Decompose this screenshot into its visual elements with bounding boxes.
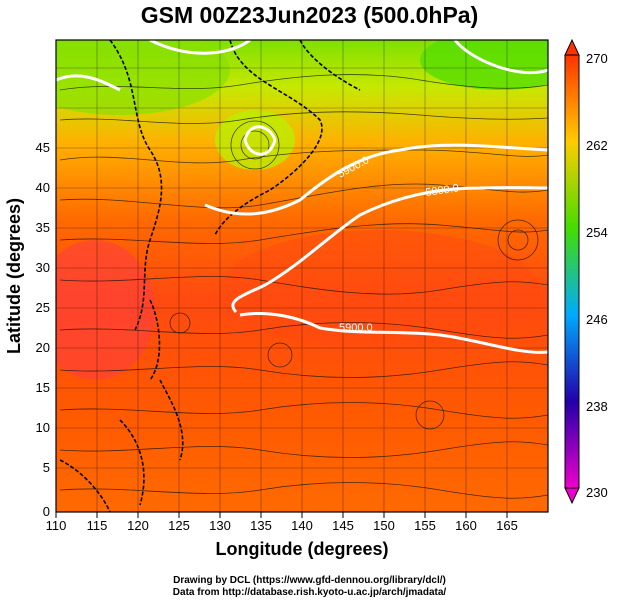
y-tick-label: 40 xyxy=(36,180,50,195)
y-tick-label: 20 xyxy=(36,340,50,355)
contour-line xyxy=(231,186,548,314)
colorbar-tick-label: 246 xyxy=(586,312,608,327)
colorbar-tick-label: 270 xyxy=(586,51,608,66)
x-tick-label: 160 xyxy=(455,518,477,533)
contour-label: 5900.0 xyxy=(339,322,373,334)
coastlines xyxy=(59,40,361,512)
grid xyxy=(56,40,548,512)
colorbar-top-arrow xyxy=(564,38,580,56)
x-tick-label: 150 xyxy=(373,518,395,533)
y-tick-label: 15 xyxy=(36,380,50,395)
x-tick-label: 145 xyxy=(332,518,354,533)
credit-data: Data from http://database.rish.kyoto-u.a… xyxy=(172,587,447,598)
colorbar xyxy=(564,38,580,505)
x-tick-label: 135 xyxy=(250,518,272,533)
colorbar-tick-label: 262 xyxy=(586,138,608,153)
x-tick-label: 110 xyxy=(46,518,67,533)
contour-line xyxy=(243,125,277,156)
x-tick-label: 155 xyxy=(414,518,436,533)
colorbar-bottom-arrow xyxy=(564,487,580,505)
x-axis-title: Longitude (degrees) xyxy=(215,539,388,559)
x-tick-label: 165 xyxy=(496,518,518,533)
x-tick-label: 140 xyxy=(291,518,313,533)
chart-title: GSM 00Z23Jun2023 (500.0hPa) xyxy=(140,2,479,28)
contour-line xyxy=(453,40,548,75)
cool-region xyxy=(420,40,548,90)
credits: Drawing by DCL (https://www.gfd-dennou.o… xyxy=(0,575,619,599)
colorbar-scale xyxy=(564,54,580,489)
y-axis-title: Latitude (degrees) xyxy=(4,198,24,354)
x-tick-label: 120 xyxy=(127,518,149,533)
credit-drawing: Drawing by DCL (https://www.gfd-dennou.o… xyxy=(173,575,446,586)
x-tick-label: 115 xyxy=(87,518,108,533)
x-tick-label: 125 xyxy=(168,518,190,533)
cool-region xyxy=(215,110,295,170)
contour-label: 5800.0 xyxy=(425,182,460,199)
colorbar-tick-label: 238 xyxy=(586,399,608,414)
y-tick-label: 25 xyxy=(36,300,50,315)
colorbar-tick-label: 254 xyxy=(586,225,608,240)
contour-line xyxy=(149,40,251,55)
streamlines xyxy=(59,74,548,499)
y-tick-label: 45 xyxy=(36,140,50,155)
y-tick-label: 0 xyxy=(43,504,50,519)
x-tick-label: 130 xyxy=(209,518,231,533)
contour-line xyxy=(56,74,121,92)
height-contours xyxy=(56,40,548,354)
contour-line xyxy=(204,143,548,216)
contour-line xyxy=(239,311,548,354)
warm-region xyxy=(56,240,155,380)
y-tick-label: 5 xyxy=(43,460,50,475)
y-tick-label: 10 xyxy=(36,420,50,435)
y-tick-label: 30 xyxy=(36,260,50,275)
y-tick-label: 35 xyxy=(36,220,50,235)
x-tick-marks xyxy=(55,512,508,518)
cool-region xyxy=(56,40,230,115)
colorbar-tick-label: 230 xyxy=(586,485,608,500)
